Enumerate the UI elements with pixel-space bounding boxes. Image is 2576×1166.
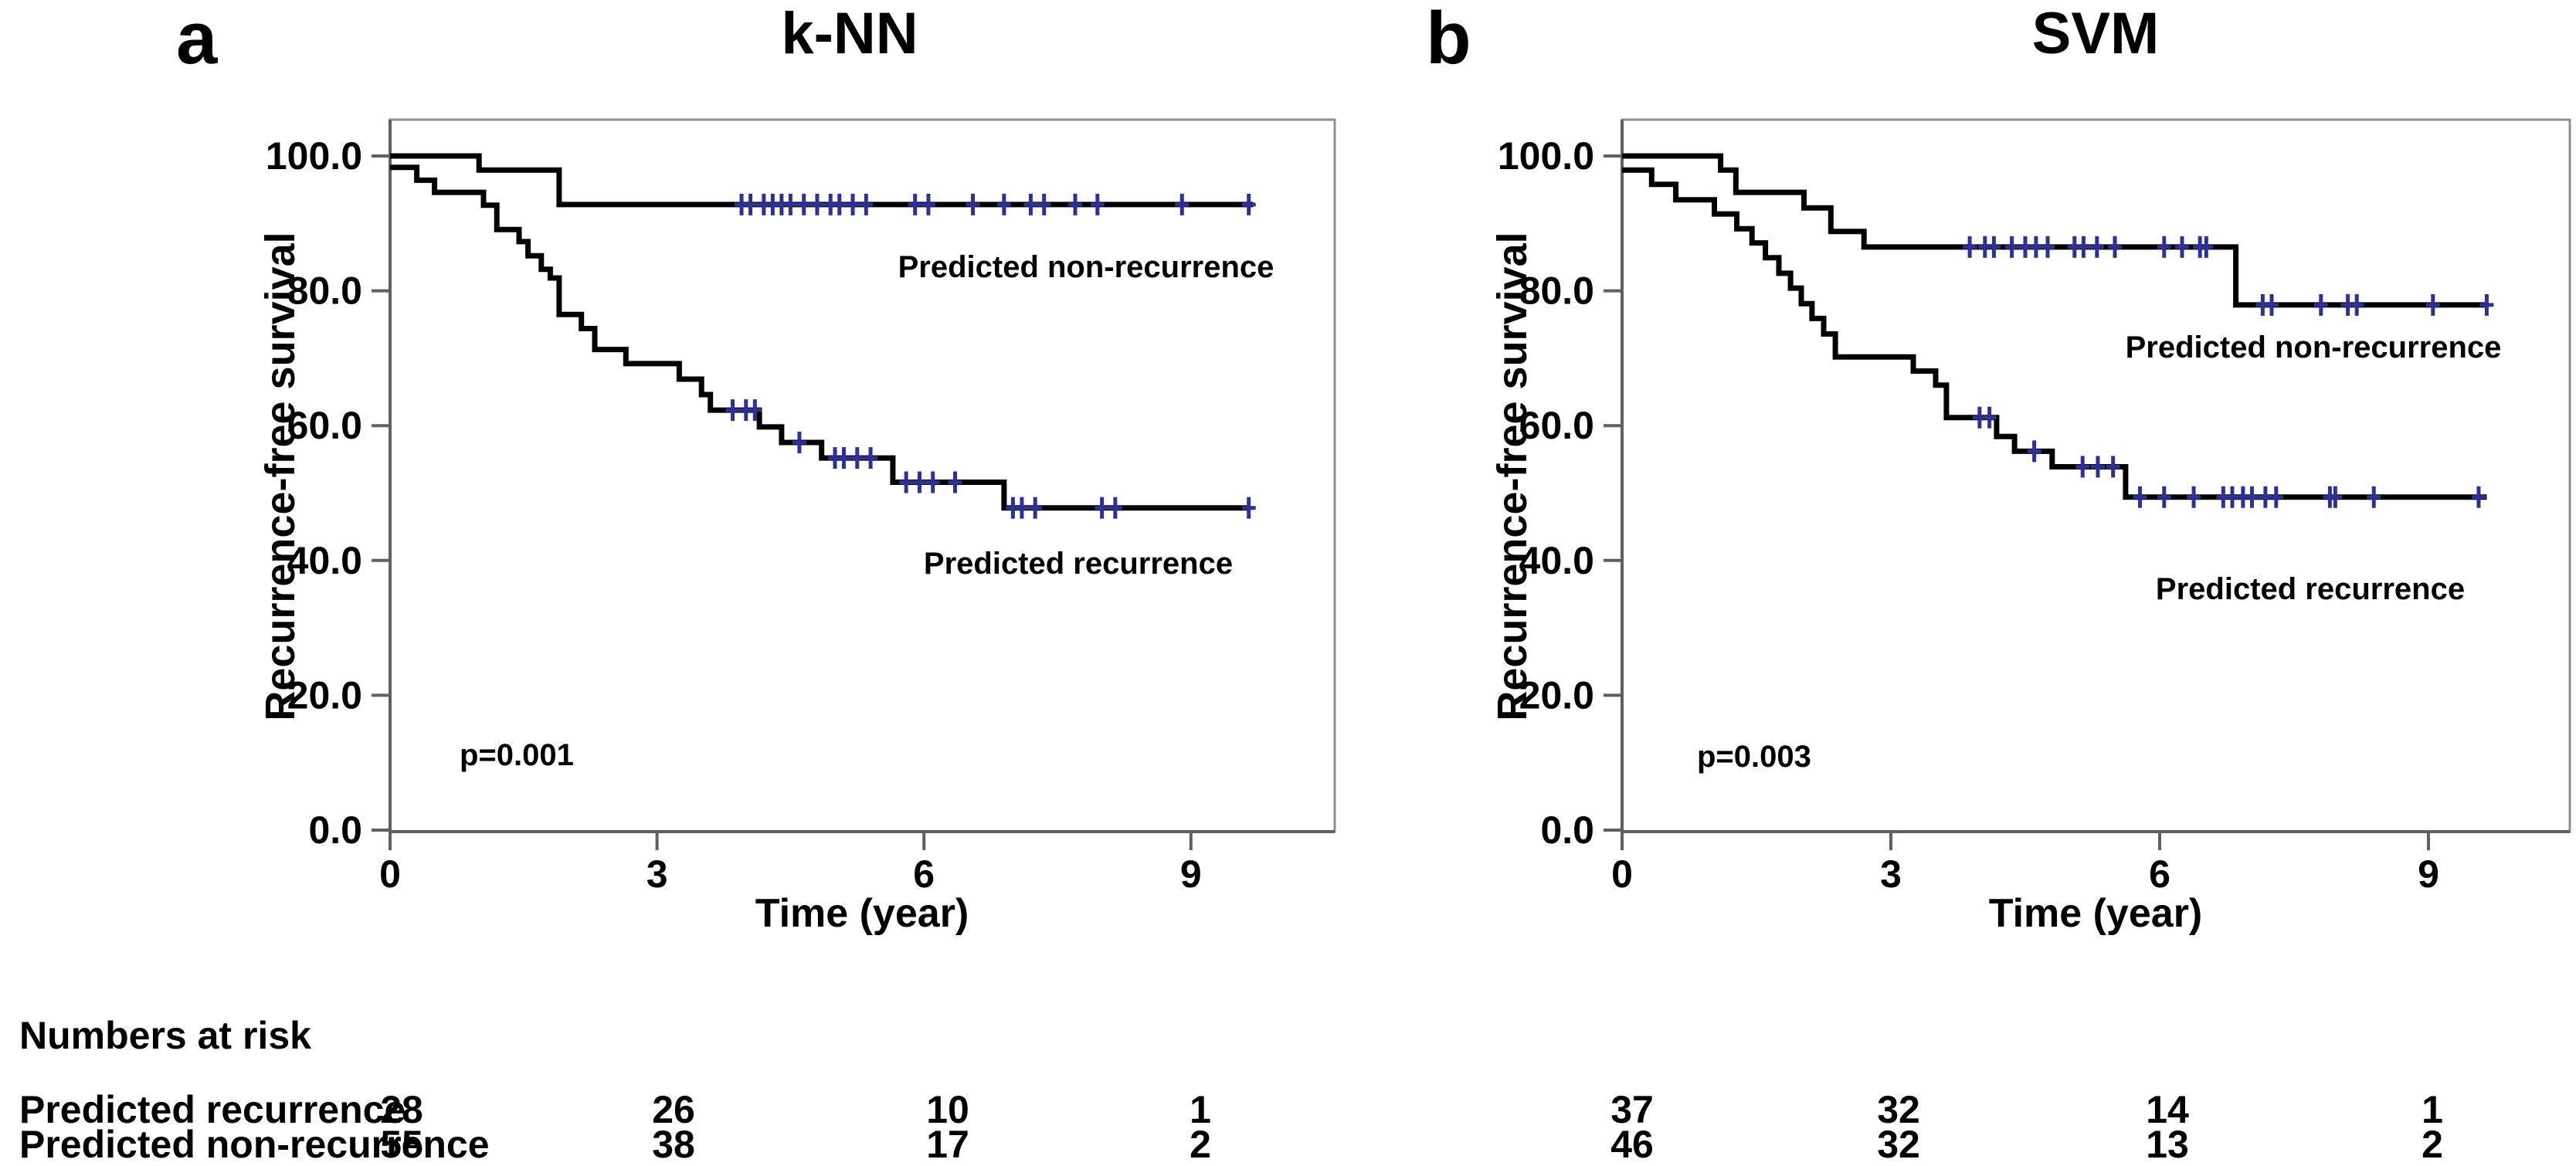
panel-a-letter: a [176,0,218,80]
y-tick-label: 0.0 [1540,808,1594,852]
km-step-curve [1622,153,2487,308]
panel-a-curve-label-recurrence: Predicted recurrence [923,547,1234,581]
x-tick-label: 0 [1611,852,1633,896]
x-tick-label: 9 [1180,852,1202,896]
y-tick-label: 20.0 [287,673,362,717]
risk-value: 32 [1877,1123,1920,1166]
risk-value: 37 [1610,1088,1654,1131]
risk-value: 26 [652,1088,695,1131]
x-tick-label: 6 [913,852,935,896]
y-tick-label: 100.0 [266,134,362,178]
panel-b-x-axis-label: Time (year) [1988,891,2203,936]
x-tick-label: 9 [2418,852,2439,896]
panel-a-p-value: p=0.001 [460,738,574,772]
risk-row-label-non-recurrence: Predicted non-recurrence [19,1123,490,1166]
y-tick-label: 80.0 [287,269,362,313]
risk-value: 1 [2422,1088,2443,1131]
y-tick-label: 40.0 [287,539,362,582]
risk-value: 2 [1190,1123,1211,1166]
x-tick-label: 6 [2149,852,2170,896]
y-tick-label: 60.0 [287,404,362,447]
panel-b-curve-label-recurrence: Predicted recurrence [2155,572,2466,606]
risk-value: 1 [1190,1088,1211,1131]
y-tick-label: 20.0 [1519,673,1594,717]
panel-b-p-value: p=0.003 [1697,740,1811,774]
x-tick-label: 3 [1880,852,1902,896]
km-step-curve [1622,167,2487,500]
x-tick-label: 3 [647,852,668,896]
y-tick-label: 60.0 [1519,404,1594,447]
risk-table-header: Numbers at risk [19,1014,311,1057]
risk-value: 2 [2422,1123,2443,1166]
panel-b-curve-label-non-recurrence: Predicted non-recurrence [2125,330,2502,364]
risk-value: 32 [1877,1088,1920,1131]
risk-value: 14 [2146,1088,2189,1131]
risk-value: 38 [652,1123,695,1166]
risk-value: 28 [380,1088,423,1131]
panel-a-title: k-NN [781,1,918,66]
risk-value: 10 [926,1088,969,1131]
x-tick-label: 0 [379,852,401,896]
panel-a-x-axis-label: Time (year) [755,891,969,936]
risk-row-label-recurrence: Predicted recurrence [19,1088,406,1131]
y-tick-label: 0.0 [308,808,362,852]
plot-frame [389,118,1336,833]
km-step-curve [390,153,1254,208]
panel-b-letter: b [1426,0,1471,80]
y-tick-label: 100.0 [1498,134,1594,178]
y-tick-label: 40.0 [1519,539,1594,582]
panel-b-title: SVM [2031,1,2160,66]
panel-a-y-axis-label: Recurrence-free survival [257,232,304,721]
km-step-curve [390,164,1249,511]
risk-value: 17 [926,1123,969,1166]
panel-b-y-axis-label: Recurrence-free survival [1489,232,1536,721]
risk-value: 13 [2146,1123,2189,1166]
y-tick-label: 80.0 [1519,269,1594,313]
risk-value: 55 [380,1123,423,1166]
risk-value: 46 [1610,1123,1654,1166]
panel-a-curve-label-non-recurrence: Predicted non-recurrence [898,250,1274,284]
